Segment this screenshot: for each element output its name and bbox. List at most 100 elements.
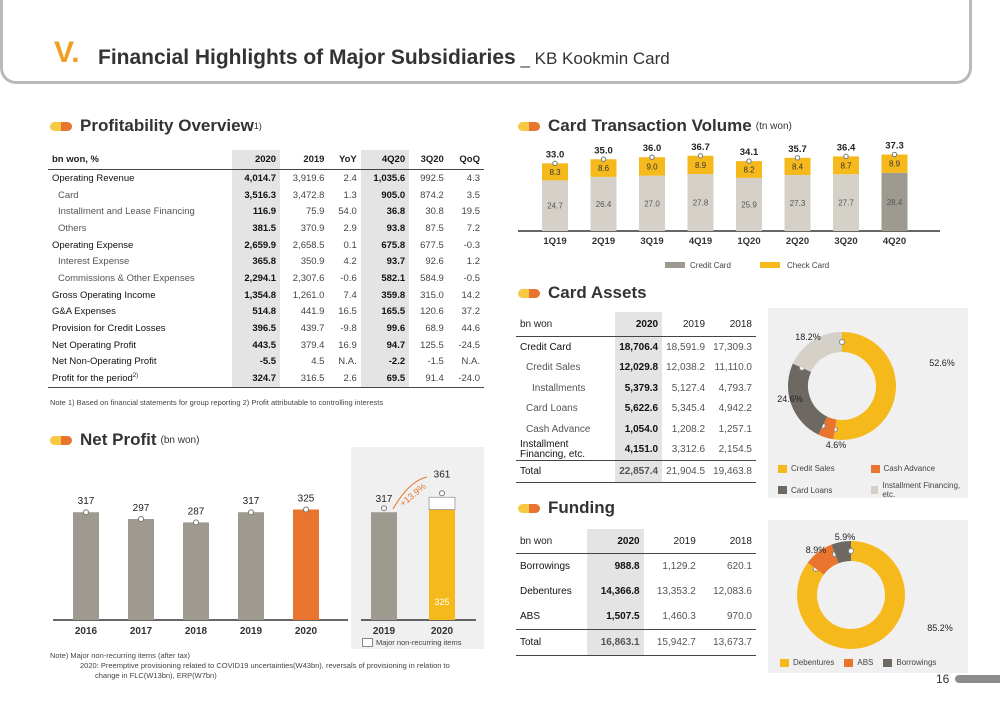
- table-cell: 1,354.8: [231, 286, 281, 304]
- table-cell: 5,379.3: [615, 378, 663, 399]
- table-cell: 3,312.6: [671, 444, 706, 456]
- slice-label: 4.6%: [826, 440, 847, 450]
- table-cell: 3,472.8: [292, 189, 325, 201]
- table-cell: 17,309.3: [713, 341, 752, 353]
- data-label: 325: [434, 597, 449, 607]
- table-cell: 365.8: [231, 253, 281, 271]
- donut-slice: [788, 363, 828, 435]
- legend-item: Cash Advance: [870, 464, 964, 473]
- bar: [128, 519, 154, 620]
- slice-label: 5.9%: [835, 532, 856, 542]
- table-cell: 4.2: [343, 256, 357, 268]
- net-profit-chart: 317 2016 297 2017 287 2018 317 2019 325 2020: [53, 494, 348, 637]
- table-cell: 2,307.6: [292, 272, 325, 284]
- bar-marker: [697, 153, 704, 159]
- bar: [73, 512, 99, 620]
- total-label: 36.4: [837, 142, 856, 153]
- table-cell: 11,110.0: [714, 362, 752, 374]
- table-row: Net Operating Profit 443.5 379.4 16.9 94.7 12…: [48, 336, 484, 354]
- row-label: G&A Expenses: [52, 306, 116, 318]
- table-cell: 165.5: [360, 303, 410, 321]
- table-cell: 3,919.6: [292, 172, 325, 184]
- profitability-table: bn won, % 2020 2019 YoY 4Q20 3Q20 QoQ Operating…: [48, 150, 484, 388]
- tick-label: 2Q19: [592, 236, 615, 247]
- table-cell: 2.6: [328, 370, 361, 388]
- check-label: 8.9: [889, 160, 901, 169]
- table-cell: 381.5: [231, 220, 281, 237]
- table-header: bn won, %: [48, 150, 232, 170]
- check-bar: [639, 157, 665, 176]
- total-label: 37.3: [885, 141, 904, 152]
- table-cell: 14.2: [461, 289, 481, 301]
- legend-label: Debentures: [793, 658, 835, 667]
- table-cell: 1,208.2: [671, 423, 706, 435]
- table-cell: 379.4: [300, 339, 325, 351]
- profitability-title: Profitability Overview 1): [50, 116, 262, 136]
- table-cell: 396.5: [231, 320, 281, 337]
- table-cell: 582.1: [360, 270, 410, 287]
- donut-slice: [807, 544, 840, 576]
- row-label: Total: [516, 460, 616, 483]
- legend-credit: Credit Card: [690, 261, 731, 270]
- tick-label: 2Q20: [786, 236, 809, 247]
- table-row: Commissions & Other Expenses 2,294.1 2,307…: [48, 270, 484, 287]
- bar-marker: [746, 158, 752, 164]
- legend-swatch: [780, 658, 789, 667]
- profitability-note: Note 1) Based on financial statements fo…: [50, 398, 384, 407]
- legend-swatch: [778, 486, 787, 494]
- table-cell: 315.0: [420, 289, 444, 301]
- table-cell: 2,294.1: [231, 270, 281, 287]
- bar-marker: [138, 516, 144, 523]
- bullet-icon: [518, 288, 540, 298]
- table-cell: 4.3: [466, 172, 480, 184]
- check-bar: [784, 157, 811, 176]
- card-volume-chart: 24.7 8.3 33.0 1Q19 26.4 8.6 35.0 2Q19 27.0 9.0 36.…: [518, 141, 940, 270]
- credit-bar: [833, 174, 859, 231]
- table-cell: 3,516.3: [231, 186, 281, 204]
- credit-bar: [687, 174, 714, 231]
- row-label: Debentures: [520, 586, 572, 597]
- table-header: 2020: [587, 529, 644, 554]
- row-label: Gross Operating Income: [52, 289, 156, 301]
- bar-marker: [843, 153, 849, 160]
- legend-item: Installment Financing, etc.: [870, 481, 964, 499]
- bullet-icon: [50, 435, 72, 445]
- check-label: 8.9: [695, 161, 707, 170]
- table-row: Profit for the period2) 324.7 316.5 2.6 69.5…: [48, 370, 484, 388]
- tick-label: 2019: [373, 626, 396, 637]
- funding-table: bn won 2020 2019 2018 Borrowings 988.8 1,129.2…: [516, 529, 756, 656]
- check-label: 8.7: [840, 161, 852, 170]
- card-volume-title: Card Transaction Volume (tn won): [518, 116, 792, 136]
- net-profit-note-2: 2020: Preemptive provisioning related to…: [80, 661, 450, 670]
- data-label: 325: [298, 494, 315, 505]
- table-cell: 2.4: [343, 172, 357, 184]
- table-cell: 30.8: [425, 206, 444, 218]
- table-header: 2019: [280, 150, 329, 170]
- table-row: Card Loans 5,622.6 5,345.4 4,942.2: [516, 398, 756, 419]
- row-label: Net Non-Operating Profit: [52, 356, 157, 368]
- table-cell: 350.9: [300, 256, 325, 268]
- row-label: Installment and Lease Financing: [58, 206, 195, 218]
- card-assets-table: bn won 2020 2019 2018 Credit Card 18,706.4 18,…: [516, 312, 756, 483]
- table-cell: 5,345.4: [671, 403, 706, 415]
- table-cell: N.A.: [461, 356, 480, 368]
- row-label: Installments: [532, 382, 586, 394]
- bar: [371, 512, 397, 620]
- table-cell: 92.6: [425, 256, 444, 268]
- table-cell: 1.3: [343, 189, 357, 201]
- check-bar: [590, 159, 617, 177]
- row-label: Credit Sales: [526, 362, 581, 374]
- legend-item: Credit Sales: [778, 464, 871, 473]
- row-label: Card: [58, 189, 79, 201]
- table-cell: 1,460.3: [662, 611, 696, 622]
- table-header: 4Q20: [360, 150, 410, 170]
- credit-bar: [736, 177, 762, 231]
- donut-slice: [797, 541, 905, 649]
- bar-marker: [649, 154, 655, 160]
- table-header: 2019: [662, 312, 710, 337]
- net-profit-title: Net Profit (bn won): [50, 430, 199, 450]
- credit-bar: [639, 175, 665, 231]
- net-profit-note: Note) Major non-recurring items (after t…: [50, 651, 191, 660]
- table-cell: 37.2: [461, 306, 481, 318]
- legend-swatch: [870, 486, 879, 494]
